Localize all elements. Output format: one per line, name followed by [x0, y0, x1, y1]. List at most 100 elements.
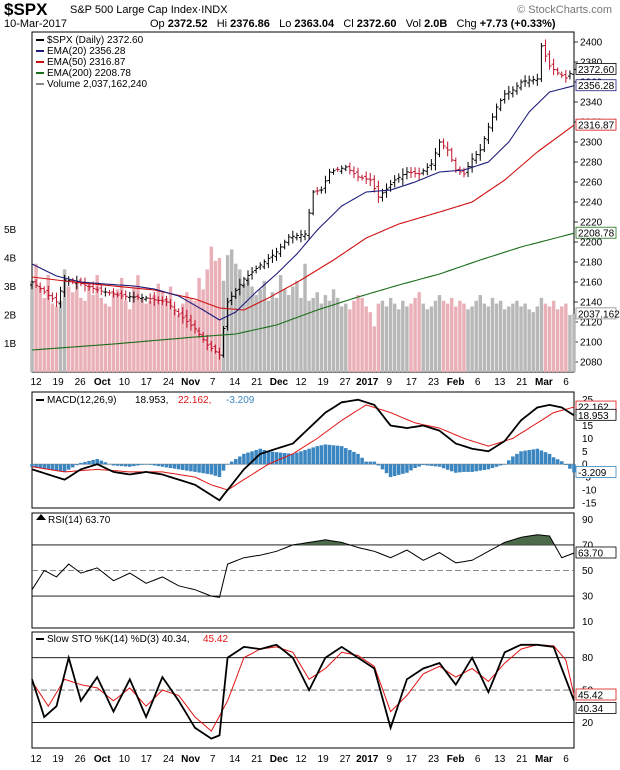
sto-x-tick-19: Feb	[447, 754, 465, 765]
macd-hist-bar-25	[132, 464, 136, 467]
sto-y-tick-0: 80	[582, 653, 594, 664]
macd-hist-bar-115	[498, 464, 503, 466]
price-bar-77	[343, 164, 348, 172]
price-bar-117	[506, 85, 511, 100]
macd-hist-bar-111	[482, 464, 487, 470]
rsi-legend-swatch	[36, 514, 46, 520]
price-y-tick-0: 2080	[580, 358, 603, 369]
hist-legend-value: -3.209	[226, 395, 255, 406]
price-x-tick-24: 6	[563, 377, 569, 388]
macd-hist-bar-75	[335, 445, 340, 465]
volume-bar-127	[547, 306, 552, 372]
volume-bar-115	[498, 300, 503, 372]
rsi-overbought-fill-1	[500, 534, 554, 545]
price-bar-79	[351, 166, 356, 179]
price-bar-131	[563, 69, 568, 83]
sto-k-last-value: 40.34	[578, 704, 603, 715]
volume-bar-77	[344, 303, 348, 372]
ema20-last-value-box	[575, 79, 617, 92]
legend-ema50: EMA(50) 2316.87	[47, 57, 126, 68]
index-full-name: S&P 500 Large Cap Index	[70, 4, 198, 16]
price-x-tick-21: 13	[494, 377, 506, 388]
volume-bar-104	[454, 306, 458, 372]
volume-bar-24	[128, 309, 132, 372]
price-bar-78	[347, 162, 352, 175]
volume-bar-123	[531, 312, 535, 372]
macd-signal-line	[31, 404, 575, 491]
price-bar-47	[221, 326, 226, 358]
high-value: 2376.86	[230, 18, 270, 30]
macd-hist-bar-119	[515, 453, 519, 465]
change-label: Chg	[456, 18, 477, 30]
price-bar-56	[258, 262, 263, 270]
volume-bar-122	[527, 309, 531, 372]
volume-bar-99	[433, 300, 438, 372]
volume-bar-40	[193, 300, 197, 372]
sto-x-tick-1: 19	[53, 754, 65, 765]
macd-hist-bar-11	[75, 464, 79, 466]
sto-d-last-value-box	[575, 688, 617, 701]
price-x-tick-14: 27	[340, 377, 352, 388]
high-label: Hi	[216, 18, 228, 30]
price-y-tick-10: 2280	[580, 158, 603, 169]
macd-y-tick-3: 10	[582, 434, 594, 445]
volume-bar-13	[83, 300, 87, 372]
volume-bar-95	[417, 292, 421, 372]
open-label: Op	[150, 18, 165, 30]
volume-bar-65	[295, 280, 299, 372]
macd-hist-bar-45	[213, 464, 218, 476]
volume-bar-85	[376, 303, 381, 372]
price-x-tick-23: Mar	[535, 377, 553, 388]
macd-hist-bar-83	[368, 461, 373, 465]
price-bar-66	[298, 229, 303, 243]
price-bar-51	[237, 278, 242, 296]
price-bar-68	[307, 208, 312, 240]
volume-bar-133	[572, 313, 576, 372]
volume-bar-120	[519, 306, 523, 372]
price-bar-83	[368, 172, 373, 187]
price-bar-92	[404, 167, 409, 180]
macd-last-value-box	[575, 408, 617, 421]
price-y-tick-9: 2260	[580, 178, 603, 189]
ema200-line	[31, 232, 575, 351]
volume-bar-11	[75, 280, 79, 372]
price-bar-37	[180, 307, 185, 324]
price-bar-5	[50, 292, 55, 302]
macd-hist-bar-90	[396, 464, 401, 475]
volume-bar-121	[523, 303, 527, 372]
sto-d-legend-value: 45.42	[203, 634, 228, 645]
price-bar-101	[441, 138, 446, 150]
macd-hist-bar-51	[238, 456, 242, 465]
price-bar-54	[250, 267, 255, 280]
volume-bar-125	[539, 297, 544, 372]
price-bar-10	[70, 277, 75, 285]
volume-bar-43	[205, 269, 209, 372]
volume-bar-21	[115, 289, 120, 372]
price-bar-116	[502, 89, 507, 104]
volume-bar-20	[111, 292, 116, 372]
sto-d-last-value: 45.42	[578, 691, 603, 702]
volume-bar-55	[254, 295, 258, 372]
price-bar-118	[510, 86, 515, 98]
price-bar-27	[140, 293, 145, 303]
volume-bar-84	[372, 326, 377, 372]
sto-x-tick-20: 6	[475, 754, 481, 765]
price-bar-90	[396, 173, 401, 183]
volume-bar-106	[462, 303, 466, 372]
volume-bar-91	[401, 300, 405, 372]
rsi-line	[31, 534, 575, 598]
macd-hist-bar-70	[315, 446, 320, 465]
price-bar-1	[34, 279, 39, 288]
price-bar-122	[527, 75, 532, 88]
price-bar-107	[466, 161, 471, 178]
rsi-last-value: 63.70	[578, 548, 603, 559]
volume-bar-6	[54, 306, 59, 372]
price-y-tick-4: 2160	[580, 278, 603, 289]
price-bar-13	[82, 277, 87, 292]
macd-panel-frame	[31, 391, 575, 509]
volume-bar-60	[274, 297, 279, 372]
volume-bar-114	[494, 303, 499, 372]
macd-hist-bar-126	[543, 452, 548, 465]
price-bar-42	[201, 331, 206, 343]
